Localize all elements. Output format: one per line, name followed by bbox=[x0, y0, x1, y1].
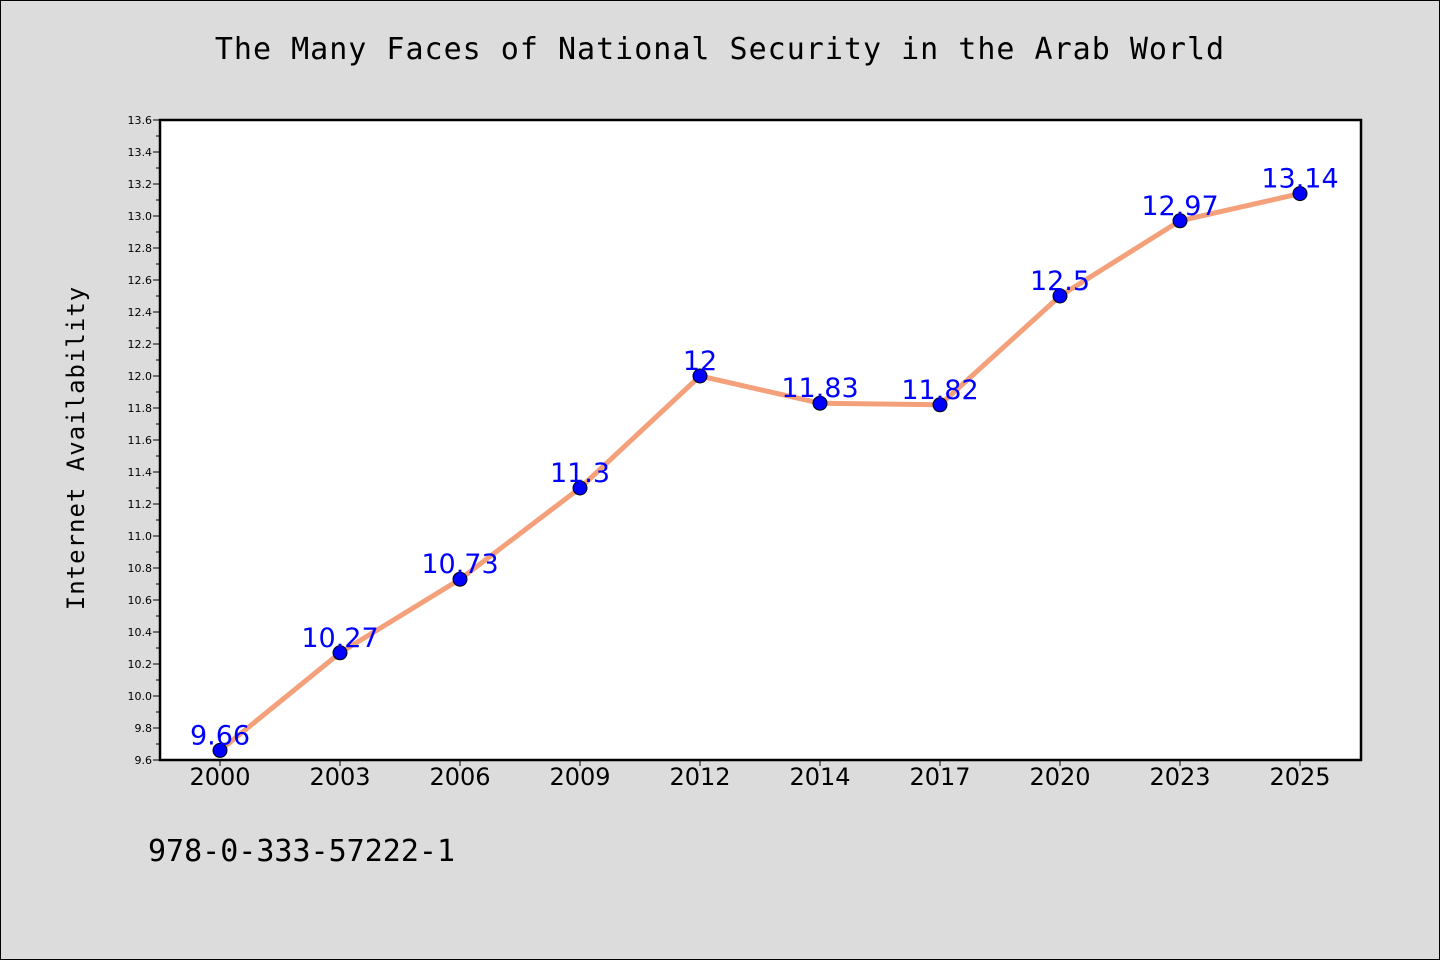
y-tick-label: 10.8 bbox=[128, 562, 153, 575]
y-tick-label: 10.4 bbox=[128, 626, 153, 639]
data-point bbox=[1292, 186, 1308, 202]
data-label: 11.82 bbox=[901, 375, 978, 406]
chart-title: The Many Faces of National Security in t… bbox=[214, 32, 1226, 67]
data-label: 10.73 bbox=[421, 549, 498, 580]
x-tick-label: 2020 bbox=[1029, 763, 1090, 791]
data-label: 12.97 bbox=[1141, 191, 1218, 222]
x-tick-label: 2006 bbox=[429, 763, 490, 791]
y-tick-label: 13.2 bbox=[128, 178, 153, 191]
y-tick-label: 11.8 bbox=[128, 402, 153, 415]
data-label: 11.83 bbox=[781, 373, 858, 404]
data-point bbox=[692, 368, 708, 384]
data-label: 11.3 bbox=[550, 458, 610, 489]
y-tick-label: 13.6 bbox=[128, 114, 153, 127]
x-tick-label: 2023 bbox=[1149, 763, 1210, 791]
y-tick-label: 11.4 bbox=[128, 466, 153, 479]
x-tick-label: 2012 bbox=[669, 763, 730, 791]
y-tick-label: 9.6 bbox=[135, 754, 153, 767]
y-tick-label: 10.0 bbox=[128, 690, 153, 703]
x-tick-label: 2017 bbox=[909, 763, 970, 791]
y-tick-label: 12.8 bbox=[128, 242, 153, 255]
x-tick-label: 2000 bbox=[189, 763, 250, 791]
y-tick-label: 9.8 bbox=[135, 722, 153, 735]
data-point bbox=[572, 480, 588, 496]
y-tick-label: 13.4 bbox=[128, 146, 153, 159]
y-tick-label: 13.0 bbox=[128, 210, 153, 223]
data-label: 12 bbox=[683, 346, 717, 377]
data-point bbox=[932, 397, 948, 413]
data-label: 13.14 bbox=[1261, 164, 1338, 195]
y-tick-label: 11.0 bbox=[128, 530, 153, 543]
data-point bbox=[1172, 213, 1188, 229]
data-point bbox=[1052, 288, 1068, 304]
y-tick-label: 12.4 bbox=[128, 306, 153, 319]
data-point bbox=[452, 571, 468, 587]
x-tick-label: 2003 bbox=[309, 763, 370, 791]
x-tick-label: 2025 bbox=[1269, 763, 1330, 791]
plot-area bbox=[158, 118, 1363, 762]
y-tick-label: 11.6 bbox=[128, 434, 153, 447]
x-tick-label: 2009 bbox=[549, 763, 610, 791]
data-label: 12.5 bbox=[1030, 266, 1090, 297]
y-tick-label: 10.6 bbox=[128, 594, 153, 607]
y-tick-label: 12.6 bbox=[128, 274, 153, 287]
isbn-code: 978-0-333-57222-1 bbox=[148, 834, 456, 869]
data-label: 10.27 bbox=[301, 623, 378, 654]
y-axis-title: Internet Availability bbox=[62, 286, 90, 610]
series-line bbox=[217, 191, 1303, 753]
data-point bbox=[812, 395, 828, 411]
y-tick-label: 10.2 bbox=[128, 658, 153, 671]
x-tick-label: 2014 bbox=[789, 763, 850, 791]
y-tick-label: 11.2 bbox=[128, 498, 153, 511]
y-tick-label: 12.0 bbox=[128, 370, 153, 383]
data-point bbox=[212, 742, 228, 758]
data-point bbox=[332, 645, 348, 661]
y-tick-label: 12.2 bbox=[128, 338, 153, 351]
data-label: 9.66 bbox=[190, 720, 250, 751]
